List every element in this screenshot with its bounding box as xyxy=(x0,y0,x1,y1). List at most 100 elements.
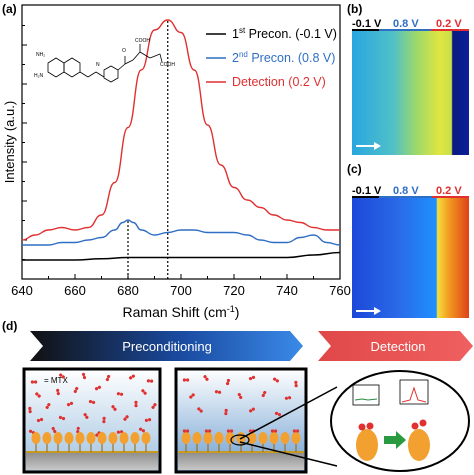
x-axis-ticks: 640 660 680 700 720 740 760 xyxy=(11,274,351,298)
ligand xyxy=(64,432,74,452)
mtx-molecule xyxy=(139,427,145,433)
ligand xyxy=(108,432,118,452)
ligand xyxy=(280,432,290,452)
mtx-molecule xyxy=(182,378,190,382)
mtx-molecule xyxy=(111,405,117,411)
chart-legend: 1st Precon. (-0.1 V) 2nd Precon. (0.8 V) D… xyxy=(206,26,337,89)
ligand xyxy=(31,432,41,452)
ligand xyxy=(75,432,85,452)
mtx-molecule xyxy=(88,399,96,405)
preconditioning-arrow xyxy=(30,331,303,361)
ligand xyxy=(192,432,202,452)
x-tick-label: 700 xyxy=(170,283,192,298)
scheme-box-2 xyxy=(174,367,308,474)
y-axis-ticks xyxy=(22,25,27,260)
ligand xyxy=(42,432,52,452)
mtx-molecule xyxy=(94,385,102,391)
x-axis-title: Raman Shift (cm-1) xyxy=(123,304,240,320)
mtx-molecule xyxy=(225,378,231,386)
ligand xyxy=(181,429,191,452)
heatmap-b-label-2: 0.8 V xyxy=(393,18,419,30)
legend-entry: 2nd Precon. (0.8 V) xyxy=(232,50,335,65)
mtx-molecule xyxy=(237,392,243,400)
series-group xyxy=(21,19,341,261)
mtx-molecule xyxy=(36,417,44,423)
mtx-molecule-atoms: NH₂ H₂N N O COOH COOH xyxy=(34,38,175,79)
scheme-box-1: = MTX xyxy=(22,367,162,474)
ligand xyxy=(214,432,224,452)
mtx-molecule xyxy=(261,390,267,398)
svg-text:H₂N: H₂N xyxy=(34,73,44,79)
mtx-molecule xyxy=(197,407,203,413)
mtx-molecule xyxy=(56,388,60,396)
mtx-molecule xyxy=(141,389,147,395)
mtx-molecule xyxy=(59,373,65,379)
arrow-right-icon xyxy=(374,307,381,315)
ligand xyxy=(225,429,235,452)
mtx-molecule xyxy=(123,415,129,421)
mtx-molecule xyxy=(28,429,36,435)
x-tick-label: 720 xyxy=(223,283,245,298)
zoom-inset xyxy=(230,370,470,472)
mtx-molecule xyxy=(144,418,152,422)
heatmap-c: -0.1 V 0.8 V 0.2 V xyxy=(352,185,469,318)
legend-entry: Detection (0.2 V) xyxy=(232,75,326,89)
ligand xyxy=(97,432,107,452)
mtx-molecule xyxy=(274,411,282,417)
mtx-molecule xyxy=(35,392,41,398)
mtx-molecule xyxy=(66,401,74,407)
panel-c-label: (c) xyxy=(347,162,362,176)
y-axis-title: Intensity (a.u.) xyxy=(2,101,17,183)
ligand xyxy=(53,432,63,452)
mtx-molecule xyxy=(129,374,135,380)
ligand xyxy=(119,432,129,452)
mtx-molecule xyxy=(224,408,228,416)
preconditioning-label: Preconditioning xyxy=(122,339,212,354)
heatmap-c-label-1: -0.1 V xyxy=(352,185,382,197)
svg-text:O: O xyxy=(122,48,126,54)
detection-label: Detection xyxy=(371,339,426,354)
heatmap-b: -0.1 V 0.8 V 0.2 V xyxy=(352,18,469,155)
panel-b-label: (b) xyxy=(347,2,362,16)
heatmap-b-map xyxy=(352,31,469,155)
svg-text:COOH: COOH xyxy=(135,38,150,44)
mtx-molecule xyxy=(134,400,138,408)
series-line-2 xyxy=(22,219,341,246)
mtx-molecule xyxy=(273,377,279,383)
mtx-molecules xyxy=(182,375,298,417)
mtx-molecule xyxy=(51,426,57,434)
mtx-molecule xyxy=(214,390,222,394)
panel-d-label: (d) xyxy=(2,319,17,333)
process-arrows: Preconditioning Detection xyxy=(30,331,473,361)
heatmap-c-label-3: 0.2 V xyxy=(436,185,462,197)
ligand xyxy=(86,432,96,452)
chart-frame xyxy=(21,4,341,280)
mtx-molecule xyxy=(249,407,255,413)
mtx-molecule xyxy=(116,392,124,396)
ligand xyxy=(291,429,301,452)
x-tick-label: 740 xyxy=(276,283,298,298)
heatmap-b-label-3: 0.2 V xyxy=(436,18,462,30)
x-tick-label: 660 xyxy=(64,283,86,298)
svg-text:N: N xyxy=(96,62,100,68)
mtx-molecule xyxy=(58,415,66,421)
svg-text:COOH: COOH xyxy=(160,62,175,68)
mtx-molecules xyxy=(28,372,157,437)
svg-text:NH₂: NH₂ xyxy=(36,52,45,58)
x-tick-label: 760 xyxy=(329,283,351,298)
mtx-molecule xyxy=(28,406,32,414)
panel-a-label: (a) xyxy=(2,2,17,16)
mtx-molecule xyxy=(30,380,38,384)
heatmap-c-map xyxy=(352,198,469,318)
mtx-molecule xyxy=(203,375,209,381)
series-line-1 xyxy=(22,251,341,261)
ligand xyxy=(203,429,213,452)
mtx-molecule xyxy=(105,374,111,382)
ligand xyxy=(130,432,140,452)
mtx-molecule xyxy=(146,379,154,383)
mtx-molecule xyxy=(284,396,292,400)
mtx-molecule xyxy=(73,386,79,394)
mtx-molecule xyxy=(81,372,87,380)
green-arrow-icon xyxy=(384,431,406,449)
